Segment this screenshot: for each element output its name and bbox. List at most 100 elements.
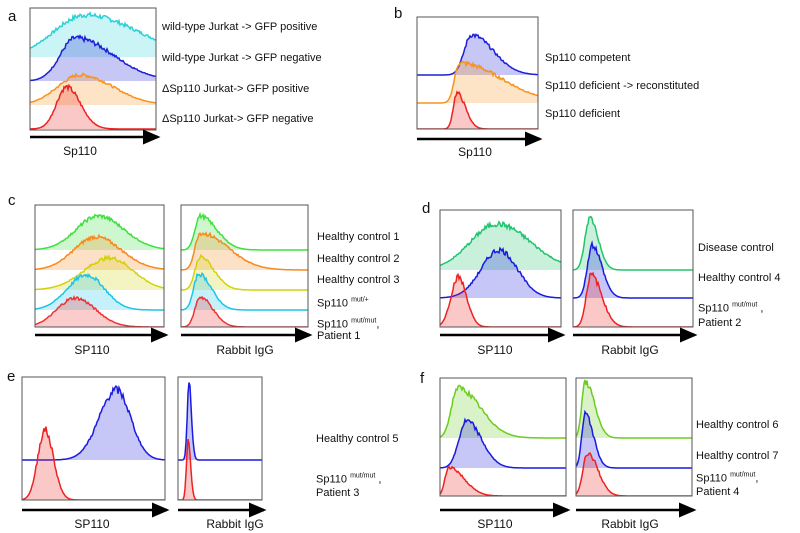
- histogram-series-line: [576, 452, 692, 496]
- histogram-fill: [440, 274, 561, 327]
- histogram-fill: [30, 85, 156, 129]
- x-axis-label: Rabbit IgG: [601, 343, 659, 357]
- panel-letter-d: d: [422, 200, 431, 217]
- plot-frame: [575, 377, 693, 497]
- x-axis-label: SP110: [74, 343, 110, 357]
- histogram-fill: [440, 419, 566, 468]
- legend-label: Healthy control 7: [696, 450, 779, 462]
- genotype-superscript: mut/mut: [732, 301, 758, 309]
- genotype-superscript: mut/+: [351, 296, 369, 304]
- panel-letter-f: f: [420, 370, 425, 387]
- legend-label: Healthy control 3: [317, 274, 400, 286]
- legend-label: Patient 3: [316, 487, 360, 499]
- histogram-series-line: [440, 220, 561, 266]
- histogram-series-line: [181, 272, 308, 311]
- plot-frame: [180, 204, 309, 328]
- histogram-series-line: [30, 34, 156, 82]
- x-axis-label: SP110: [477, 517, 513, 531]
- histogram-fill: [35, 214, 164, 250]
- label-text: ,: [378, 473, 382, 486]
- histogram-series-line: [417, 33, 538, 76]
- histogram-fill: [573, 243, 693, 298]
- histogram-fill: [576, 379, 692, 438]
- histogram-series-line: [35, 273, 164, 311]
- panel-letter-e: e: [7, 368, 16, 385]
- histogram-series-line: [440, 465, 566, 496]
- histogram-fill: [35, 297, 164, 327]
- legend-label: Patient 2: [698, 317, 742, 329]
- x-axis-label: Sp110: [63, 144, 97, 158]
- legend-label: wild-type Jurkat -> GFP positive: [162, 21, 318, 33]
- legend-label-sp110-hom: Sp110 mut/mut,: [317, 316, 379, 331]
- histogram-fill: [35, 274, 164, 310]
- legend-label: Sp110 deficient -> reconstituted: [545, 80, 700, 92]
- genotype-superscript: mut/mut: [351, 317, 377, 325]
- plot-frame: [177, 376, 263, 501]
- plot-frame: [34, 204, 165, 328]
- genotype-superscript: mut/mut: [350, 472, 376, 480]
- x-axis-label: Rabbit IgG: [216, 343, 274, 357]
- histogram-series-line: [30, 72, 156, 104]
- label-text: Sp110: [698, 302, 729, 315]
- x-axis-label: Rabbit IgG: [601, 517, 659, 531]
- plot-frame: [416, 16, 539, 130]
- x-axis-label: Sp110: [458, 145, 492, 159]
- histogram-fill: [181, 255, 308, 290]
- histogram-series-line: [440, 272, 561, 327]
- histogram-fill: [22, 426, 165, 500]
- legend-label: Sp110 competent: [545, 52, 631, 64]
- histogram-series-line: [181, 231, 308, 271]
- legend-label-sp110-het: Sp110 mut/+: [317, 295, 369, 310]
- legend-label-sp110-hom: Sp110 mut/mut,: [696, 470, 758, 485]
- legend-label: wild-type Jurkat -> GFP negative: [162, 52, 322, 64]
- histogram-fill: [35, 256, 164, 290]
- histogram-fill: [30, 12, 156, 57]
- histogram-series-line: [22, 426, 165, 500]
- legend-label: ΔSp110 Jurkat-> GFP positive: [162, 83, 310, 95]
- panel-letter-a: a: [8, 8, 17, 25]
- histogram-series-line: [178, 382, 262, 461]
- histogram-fill: [181, 297, 308, 327]
- x-axis-label: Rabbit IgG: [206, 517, 264, 531]
- legend-label-sp110-hom: Sp110 mut/mut ,: [316, 471, 381, 486]
- histogram-fill: [30, 73, 156, 105]
- x-axis-label: SP110: [74, 517, 110, 531]
- histogram-fill: [417, 61, 538, 103]
- legend-label: Healthy control 6: [696, 419, 779, 431]
- panel-letter-c: c: [8, 192, 16, 209]
- label-text: Sp110: [317, 297, 348, 310]
- histogram-series-line: [440, 417, 566, 469]
- histogram-series-line: [30, 83, 156, 130]
- histogram-fill: [440, 466, 566, 496]
- histogram-fill: [22, 386, 165, 460]
- legend-label: Sp110 deficient: [545, 108, 621, 120]
- histogram-series-line: [576, 409, 692, 469]
- histogram-series-line: [417, 90, 538, 129]
- panel-letter-b: b: [394, 5, 403, 22]
- histogram-series-line: [35, 213, 164, 251]
- histogram-series-line: [35, 233, 164, 271]
- plot-frame: [439, 209, 562, 328]
- legend-label: ΔSp110 Jurkat-> GFP negative: [162, 113, 314, 125]
- legend-label: Healthy control 1: [317, 231, 400, 243]
- histogram-series-line: [22, 384, 165, 461]
- histogram-fill: [440, 385, 566, 438]
- histogram-fill: [35, 235, 164, 270]
- histogram-fill: [30, 35, 156, 81]
- histogram-series-line: [181, 253, 308, 291]
- label-text: Sp110: [317, 318, 348, 331]
- label-text: ,: [376, 318, 380, 331]
- legend-label: Healthy control 4: [698, 272, 781, 284]
- histogram-series-line: [573, 240, 693, 299]
- legend-label-sp110-hom: Sp110 mut/mut ,: [698, 300, 763, 315]
- histogram-fill: [181, 232, 308, 270]
- legend-label: Healthy control 5: [316, 433, 399, 445]
- histogram-fill: [440, 221, 561, 270]
- histogram-series-line: [35, 254, 164, 291]
- plot-frame: [29, 7, 157, 131]
- label-text: ,: [760, 302, 764, 315]
- histogram-series-line: [440, 384, 566, 439]
- legend-label: Healthy control 2: [317, 253, 400, 265]
